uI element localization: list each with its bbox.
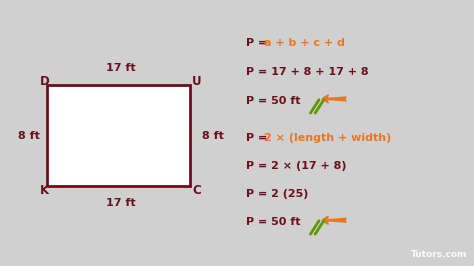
Text: Tutors.com: Tutors.com: [410, 250, 467, 259]
Text: P =: P =: [246, 38, 272, 48]
Text: C: C: [192, 184, 201, 197]
Text: P =: P =: [246, 133, 272, 143]
Text: 8 ft: 8 ft: [202, 131, 224, 141]
Text: 17 ft: 17 ft: [106, 198, 136, 209]
Text: P = 50 ft: P = 50 ft: [246, 217, 301, 227]
Text: P = 2 (25): P = 2 (25): [246, 189, 309, 199]
Text: 2 × (length + width): 2 × (length + width): [264, 133, 391, 143]
Text: a + b + c + d: a + b + c + d: [264, 38, 345, 48]
Text: P = 2 × (17 + 8): P = 2 × (17 + 8): [246, 161, 347, 171]
Bar: [47, 85, 190, 186]
Text: K: K: [40, 184, 49, 197]
Text: P = 17 + 8 + 17 + 8: P = 17 + 8 + 17 + 8: [246, 67, 369, 77]
Text: P = 50 ft: P = 50 ft: [246, 96, 301, 106]
Text: D: D: [40, 75, 49, 88]
Text: 8 ft: 8 ft: [18, 131, 39, 141]
Text: 17 ft: 17 ft: [106, 63, 136, 73]
Text: U: U: [192, 75, 201, 88]
